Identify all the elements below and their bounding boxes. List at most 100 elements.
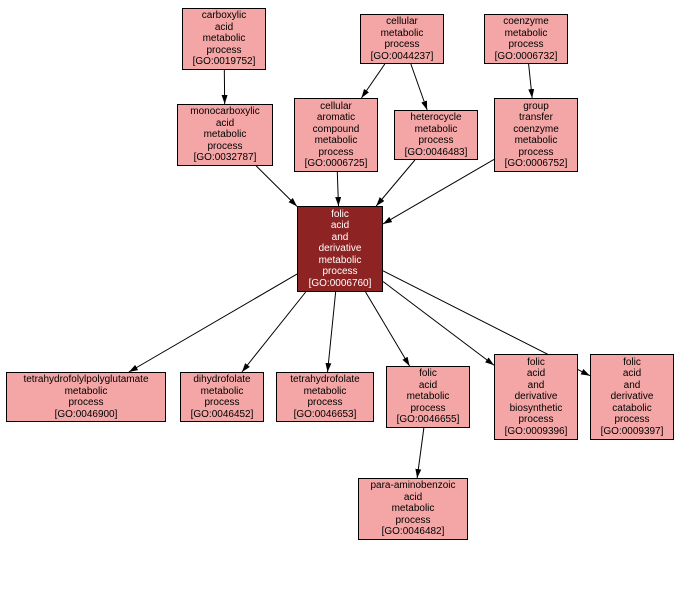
node-folic_center[interactable]: folicacidandderivativemetabolicprocess[G… bbox=[297, 206, 383, 292]
edge-cellular_meta-to-heterocycle bbox=[411, 64, 427, 110]
node-label-line: tetrahydrofolylpolyglutamate bbox=[23, 374, 148, 386]
node-tetrahydrofolate[interactable]: tetrahydrofolatemetabolicprocess[GO:0046… bbox=[276, 372, 374, 422]
node-label-line: derivative bbox=[611, 391, 654, 403]
node-label-line: process bbox=[322, 266, 357, 278]
node-label-line: compound bbox=[313, 124, 360, 136]
edge-folic_meta-to-para_amino bbox=[417, 428, 424, 478]
node-label-line: heterocycle bbox=[410, 112, 461, 124]
node-folic_meta[interactable]: folicacidmetabolicprocess[GO:0046655] bbox=[386, 366, 470, 428]
node-label-line: dihydrofolate bbox=[193, 374, 250, 386]
node-label-line: acid bbox=[215, 22, 233, 34]
node-folic_cata[interactable]: folicacidandderivativecatabolicprocess[G… bbox=[590, 354, 674, 440]
node-label-line: folic bbox=[527, 357, 545, 369]
node-label-line: acid bbox=[331, 220, 349, 232]
node-label-line: process bbox=[206, 45, 241, 57]
node-label-line: acid bbox=[419, 380, 437, 392]
node-label-line: acid bbox=[527, 368, 545, 380]
node-folic_bio[interactable]: folicacidandderivativebiosyntheticproces… bbox=[494, 354, 578, 440]
node-label-line: process bbox=[207, 141, 242, 153]
edges-layer bbox=[0, 0, 683, 590]
node-label-line: folic bbox=[623, 357, 641, 369]
edge-folic_center-to-tetrahydrofolate bbox=[328, 292, 336, 372]
edge-group_transfer-to-folic_center bbox=[383, 159, 494, 224]
node-label-line: acid bbox=[404, 492, 422, 504]
node-coenzyme[interactable]: coenzymemetabolicprocess[GO:0006732] bbox=[484, 14, 568, 64]
node-label-line: [GO:0044237] bbox=[371, 51, 434, 63]
edge-cellular_meta-to-cellular_aromatic bbox=[361, 64, 384, 98]
node-label-line: metabolic bbox=[315, 135, 358, 147]
node-label-line: [GO:0032787] bbox=[194, 152, 257, 164]
node-label-line: process bbox=[518, 147, 553, 159]
edge-folic_center-to-thfpg bbox=[129, 274, 297, 372]
node-heterocycle[interactable]: heterocyclemetabolicprocess[GO:0046483] bbox=[394, 110, 478, 160]
node-label-line: derivative bbox=[319, 243, 362, 255]
node-para_amino[interactable]: para-aminobenzoicacidmetabolicprocess[GO… bbox=[358, 478, 468, 540]
node-label-line: acid bbox=[623, 368, 641, 380]
node-label-line: process bbox=[508, 39, 543, 51]
node-cellular_aromatic[interactable]: cellulararomaticcompoundmetabolicprocess… bbox=[294, 98, 378, 172]
node-label-line: process bbox=[384, 39, 419, 51]
edge-cellular_aromatic-to-folic_center bbox=[337, 172, 338, 206]
node-label-line: metabolic bbox=[415, 124, 458, 136]
node-label-line: [GO:0009397] bbox=[601, 426, 664, 438]
node-label-line: [GO:0046452] bbox=[191, 409, 254, 421]
node-label-line: process bbox=[307, 397, 342, 409]
node-label-line: and bbox=[332, 232, 349, 244]
node-dihydrofolate[interactable]: dihydrofolatemetabolicprocess[GO:0046452… bbox=[180, 372, 264, 422]
node-label-line: metabolic bbox=[319, 255, 362, 267]
node-label-line: [GO:0006725] bbox=[305, 158, 368, 170]
node-label-line: monocarboxylic bbox=[190, 106, 259, 118]
node-label-line: process bbox=[68, 397, 103, 409]
node-label-line: catabolic bbox=[612, 403, 651, 415]
node-label-line: metabolic bbox=[381, 28, 424, 40]
node-label-line: metabolic bbox=[515, 135, 558, 147]
node-label-line: [GO:0006732] bbox=[495, 51, 558, 63]
node-label-line: para-aminobenzoic bbox=[370, 480, 455, 492]
node-label-line: [GO:0046482] bbox=[382, 526, 445, 538]
node-label-line: cellular bbox=[320, 101, 352, 113]
node-label-line: biosynthetic bbox=[510, 403, 563, 415]
node-label-line: cellular bbox=[386, 16, 418, 28]
node-label-line: metabolic bbox=[392, 503, 435, 515]
edge-heterocycle-to-folic_center bbox=[376, 160, 415, 206]
node-label-line: process bbox=[418, 135, 453, 147]
node-carboxylic[interactable]: carboxylicacidmetabolicprocess[GO:001975… bbox=[182, 8, 266, 70]
node-label-line: process bbox=[518, 414, 553, 426]
node-label-line: process bbox=[614, 414, 649, 426]
edge-folic_center-to-folic_bio bbox=[383, 281, 494, 365]
node-label-line: [GO:0046653] bbox=[294, 409, 357, 421]
node-label-line: metabolic bbox=[65, 386, 108, 398]
node-label-line: metabolic bbox=[201, 386, 244, 398]
node-cellular_meta[interactable]: cellularmetabolicprocess[GO:0044237] bbox=[360, 14, 444, 64]
node-label-line: metabolic bbox=[407, 391, 450, 403]
node-label-line: metabolic bbox=[203, 33, 246, 45]
node-label-line: metabolic bbox=[204, 129, 247, 141]
node-group_transfer[interactable]: grouptransfercoenzymemetabolicprocess[GO… bbox=[494, 98, 578, 172]
node-label-line: [GO:0006752] bbox=[505, 158, 568, 170]
node-label-line: process bbox=[410, 403, 445, 415]
node-label-line: [GO:0019752] bbox=[193, 56, 256, 68]
node-label-line: process bbox=[318, 147, 353, 159]
node-label-line: aromatic bbox=[317, 112, 355, 124]
node-label-line: carboxylic bbox=[202, 10, 246, 22]
node-thfpg[interactable]: tetrahydrofolylpolyglutamatemetabolicpro… bbox=[6, 372, 166, 422]
node-label-line: and bbox=[624, 380, 641, 392]
node-label-line: acid bbox=[216, 118, 234, 130]
node-label-line: [GO:0009396] bbox=[505, 426, 568, 438]
node-label-line: coenzyme bbox=[503, 16, 549, 28]
node-label-line: process bbox=[204, 397, 239, 409]
edge-folic_center-to-dihydrofolate bbox=[242, 292, 306, 372]
edge-coenzyme-to-group_transfer bbox=[529, 64, 533, 98]
node-label-line: coenzyme bbox=[513, 124, 559, 136]
node-monocarboxylic[interactable]: monocarboxylicacidmetabolicprocess[GO:00… bbox=[177, 104, 273, 166]
node-label-line: and bbox=[528, 380, 545, 392]
node-label-line: metabolic bbox=[505, 28, 548, 40]
node-label-line: [GO:0046483] bbox=[405, 147, 468, 159]
node-label-line: folic bbox=[331, 209, 349, 221]
node-label-line: [GO:0006760] bbox=[309, 278, 372, 290]
node-label-line: derivative bbox=[515, 391, 558, 403]
node-label-line: [GO:0046655] bbox=[397, 414, 460, 426]
node-label-line: transfer bbox=[519, 112, 553, 124]
node-label-line: group bbox=[523, 101, 549, 113]
node-label-line: metabolic bbox=[304, 386, 347, 398]
